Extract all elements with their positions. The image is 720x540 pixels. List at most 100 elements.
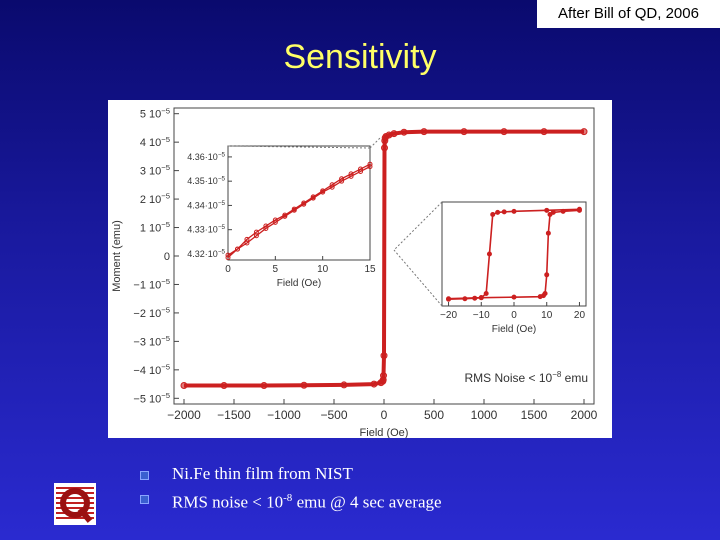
main-data-point xyxy=(340,381,348,389)
inset2-data-point xyxy=(501,209,507,215)
main-y-tick-label-base: 3 10 xyxy=(140,166,161,178)
inset1-data-point xyxy=(367,161,373,167)
main-y-tick-label-exponent: −5 xyxy=(161,220,170,229)
main-x-tick-label: 2000 xyxy=(571,408,598,422)
main-x-tick-label: −1000 xyxy=(267,408,301,422)
main-y-tick-label-base: 2 10 xyxy=(140,194,161,206)
inset2-data-point xyxy=(544,272,550,278)
slide-title: Sensitivity xyxy=(283,38,437,76)
inset1-y-tick-label-exponent: −5 xyxy=(218,200,226,207)
inset1-y-tick-label-exponent: −5 xyxy=(218,248,226,255)
main-y-tick-label: 5 10−5 xyxy=(140,106,170,120)
inset1-data-point xyxy=(310,194,316,200)
main-data-point xyxy=(370,380,378,388)
inset1-x-tick-label: 0 xyxy=(225,264,231,275)
main-y-tick-label-exponent: −5 xyxy=(161,334,170,343)
main-y-tick-label-exponent: −5 xyxy=(161,277,170,286)
inset2-data-point xyxy=(472,295,478,301)
inset1-data-point xyxy=(339,176,345,182)
inset1-y-tick-label-exponent: −5 xyxy=(218,176,226,183)
inset2-data-point xyxy=(446,296,452,302)
qd-logo-icon xyxy=(54,483,96,525)
main-x-tick-label: −1500 xyxy=(217,408,251,422)
inset1-y-tick-label: 4.34·10−5 xyxy=(187,200,225,211)
inset1-data-point xyxy=(234,246,240,252)
main-annotation-rms: RMS Noise < 10 xyxy=(464,371,552,385)
main-data-point xyxy=(380,352,388,360)
inset1-y-tick-label: 4.36·10−5 xyxy=(187,151,225,162)
inset1-data-point xyxy=(244,236,250,242)
main-data-point xyxy=(180,382,188,389)
main-y-tick-label-base: −2 10 xyxy=(133,308,161,320)
inset2-x-axis-label: Field (Oe) xyxy=(492,324,536,335)
main-x-tick-label: 1000 xyxy=(471,408,498,422)
inset1-data-point xyxy=(225,255,231,261)
main-data-point xyxy=(260,382,268,389)
main-y-tick-label: −4 10−5 xyxy=(133,362,170,376)
inset1-y-tick-label-base: 4.36·10 xyxy=(187,152,218,162)
inset2-callout-line xyxy=(393,201,443,251)
inset1-data-point xyxy=(329,182,335,188)
inset1-data-point xyxy=(253,229,259,235)
main-data-point xyxy=(220,382,228,389)
main-y-tick-label-base: 0 xyxy=(164,251,170,263)
inset2-x-tick-label: 10 xyxy=(541,310,553,321)
inset1-data-point xyxy=(358,166,364,172)
inset2-x-tick-label: −10 xyxy=(473,310,490,321)
main-x-axis-label: Field (Oe) xyxy=(360,427,409,438)
bullet-text-exponent: -8 xyxy=(283,492,293,504)
main-y-tick-label: 1 10−5 xyxy=(140,220,170,234)
inset2-data-point xyxy=(486,251,492,257)
inset1-y-tick-label: 4.35·10−5 xyxy=(187,176,225,187)
inset2-frame xyxy=(441,201,587,307)
inset1-data-point xyxy=(263,223,269,229)
inset2-data-point xyxy=(462,296,468,302)
main-data-point xyxy=(540,128,548,136)
main-y-tick-label-base: 4 10 xyxy=(140,137,161,149)
main-data-point xyxy=(390,130,398,138)
inset2-data-point xyxy=(511,294,517,300)
inset2-callout-line xyxy=(393,249,443,307)
main-data-point xyxy=(400,128,408,136)
main-data-point xyxy=(300,381,308,389)
credit-label: After Bill of QD, 2006 xyxy=(537,0,720,28)
inset1-y-tick-label-base: 4.32·10 xyxy=(187,249,218,259)
inset1-data-point xyxy=(272,217,278,223)
inset2-x-tick-label: −20 xyxy=(440,310,457,321)
main-annotation: RMS Noise < 10−8 emu xyxy=(464,370,588,385)
main-y-tick-label-base: −1 10 xyxy=(133,279,161,291)
main-data-point xyxy=(580,128,588,136)
inset2-data-point xyxy=(547,211,553,217)
main-y-axis-label: Moment (emu) xyxy=(111,220,123,292)
main-x-tick-label: −500 xyxy=(320,408,347,422)
inset1-data-point xyxy=(282,212,288,218)
main-y-tick-label: 4 10−5 xyxy=(140,135,170,149)
main-y-tick-label-base: −5 10 xyxy=(133,393,161,405)
inset2-x-tick-label: 0 xyxy=(511,310,517,321)
inset2-data-point xyxy=(544,207,550,213)
main-y-tick-label: −5 10−5 xyxy=(133,391,170,405)
main-annotation-unit: emu xyxy=(561,371,588,385)
inset2-data-point xyxy=(537,294,543,300)
inset1-y-tick-label: 4.32·10−5 xyxy=(187,248,225,259)
main-y-tick-label: 2 10−5 xyxy=(140,192,170,206)
qd-logo xyxy=(54,483,96,525)
inset2-data-point xyxy=(511,208,517,214)
inset1-y-tick-label: 4.33·10−5 xyxy=(187,224,225,235)
bullet-text-pre: RMS noise < 10 xyxy=(172,492,284,512)
bullet-square-icon xyxy=(140,495,149,504)
inset2-x-tick-label: 20 xyxy=(574,310,586,321)
bullet-item: Ni.Fe thin film from NIST xyxy=(140,462,442,486)
main-y-tick-label-exponent: −5 xyxy=(161,106,170,115)
main-y-tick-label: −1 10−5 xyxy=(133,277,170,291)
inset1-y-tick-label-exponent: −5 xyxy=(218,224,226,231)
main-y-tick-label-exponent: −5 xyxy=(161,391,170,400)
main-y-tick-label: −2 10−5 xyxy=(133,306,170,320)
hysteresis-figure: −2000 −1500 −1000 −500 0 500 1000 1500 2000 5 10−… xyxy=(108,100,612,438)
main-y-tick-label-exponent: −5 xyxy=(161,135,170,144)
bullet-list: Ni.Fe thin film from NIST RMS noise < 10… xyxy=(140,462,442,512)
main-data-point xyxy=(500,128,508,136)
inset2-data-point xyxy=(483,291,489,297)
main-y-tick-label: 0 xyxy=(164,251,170,263)
